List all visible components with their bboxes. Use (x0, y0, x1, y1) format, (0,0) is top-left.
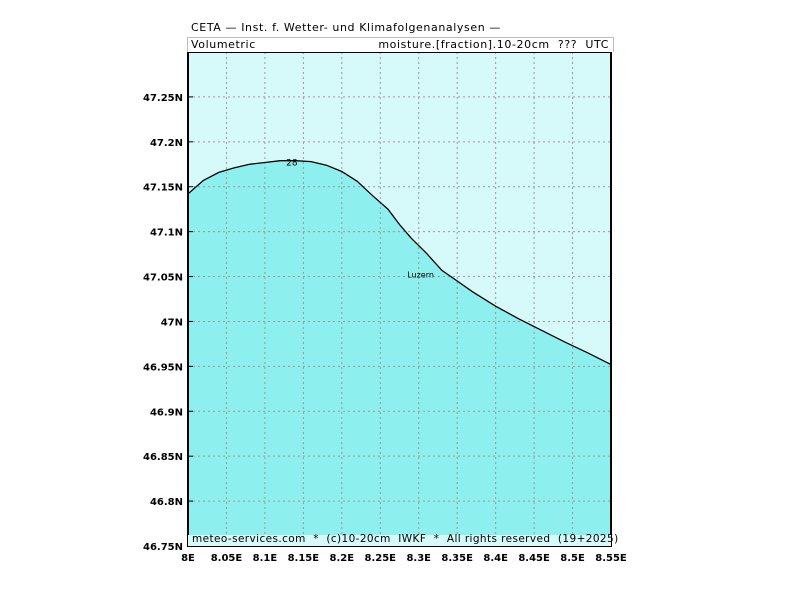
x-tick-label: 8.3E (406, 553, 431, 564)
x-tick-label: 8.5E (560, 553, 585, 564)
contour-line-28 (187, 160, 612, 366)
high-moisture-area (188, 160, 611, 546)
x-tick-label: 8.55E (595, 553, 627, 564)
x-tick-label: 8E (181, 553, 195, 564)
y-tick-label: 46.75N (143, 542, 183, 553)
x-tick-label: 8.2E (330, 553, 355, 564)
x-tick-label: 8.1E (253, 553, 278, 564)
y-tick-label: 47N (161, 317, 183, 328)
x-tick-label: 8.45E (518, 553, 550, 564)
x-tick-label: 8.4E (483, 553, 508, 564)
x-tick-label: 8.15E (288, 553, 320, 564)
subtitle-box (187, 37, 614, 52)
y-tick-label: 46.9N (150, 407, 183, 418)
x-tick-label: 8.25E (365, 553, 397, 564)
contour-label: 28 (286, 158, 298, 168)
copyright-footer: meteo-services.com * (c)10-20cm IWKF * A… (192, 533, 619, 545)
y-tick-label: 47.15N (143, 183, 183, 194)
y-tick-label: 46.95N (143, 362, 183, 373)
y-tick-label: 47.25N (143, 93, 183, 104)
y-tick-label: 47.05N (143, 273, 183, 284)
map-title: CETA — Inst. f. Wetter- und Klimafolgena… (191, 21, 501, 34)
variable-label: Volumetric (191, 38, 256, 51)
variable-units-label: moisture.[fraction].10-20cm ??? UTC (378, 38, 609, 51)
y-tick-label: 46.8N (150, 497, 183, 508)
map-frame (187, 51, 612, 547)
y-tick-label: 47.2N (150, 138, 183, 149)
y-tick-label: 47.1N (150, 228, 183, 239)
x-tick-label: 8.05E (211, 553, 243, 564)
city-label-luzern: Luzern (407, 271, 434, 280)
y-tick-label: 46.85N (143, 452, 183, 463)
x-tick-label: 8.35E (441, 553, 473, 564)
footer-band (188, 535, 611, 546)
